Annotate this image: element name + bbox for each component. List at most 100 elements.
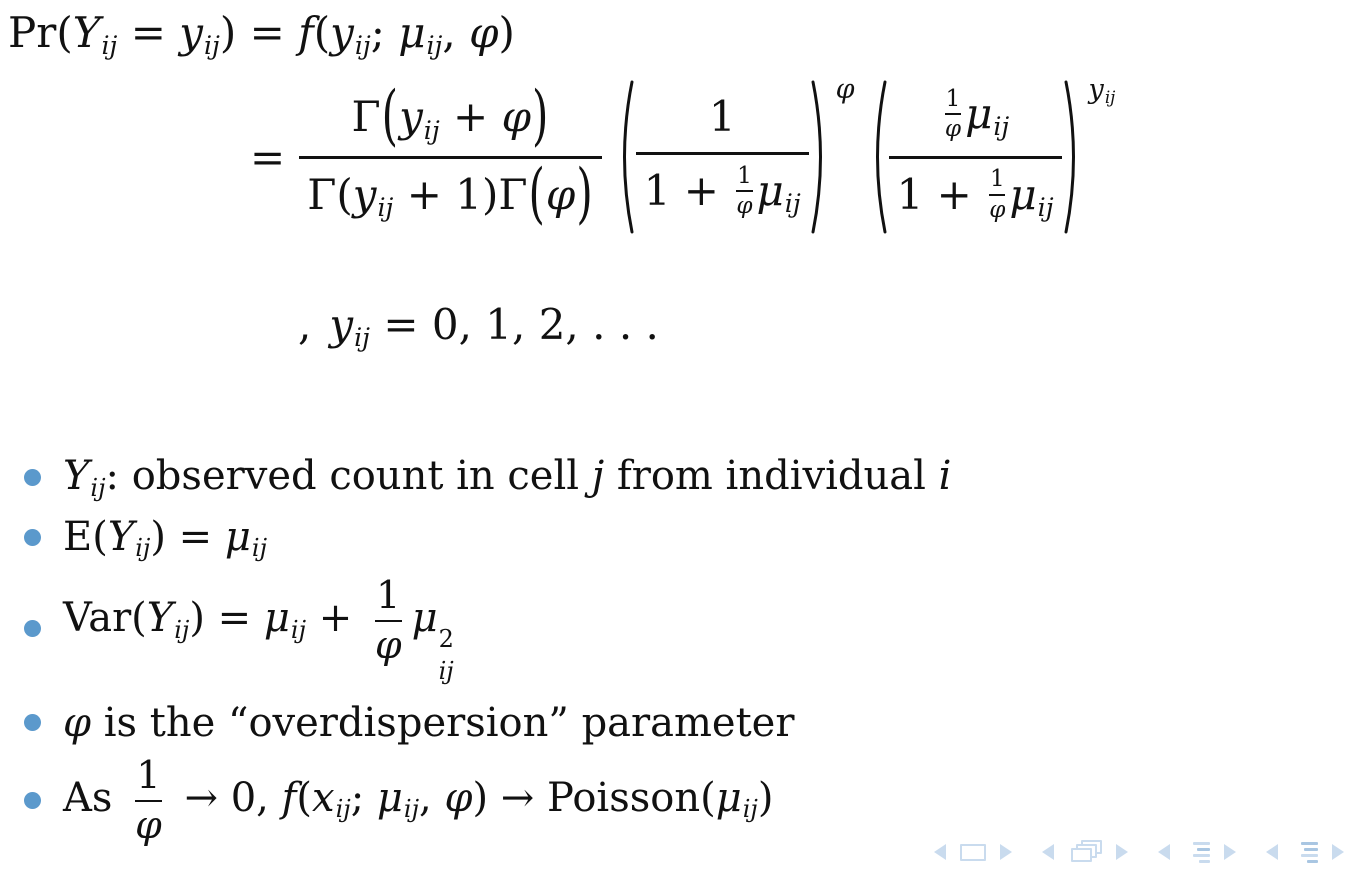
math-token: ) — [498, 8, 515, 57]
next-overlay-icon[interactable] — [1116, 844, 1128, 860]
math-token: f — [298, 8, 314, 57]
subsection-list-icon[interactable] — [1292, 841, 1318, 863]
math-token: Γ( — [307, 169, 353, 219]
math-token: ) = — [189, 594, 264, 641]
math-token: 1 — [376, 573, 401, 618]
frame-icon[interactable] — [960, 843, 986, 861]
section-list-icon[interactable] — [1184, 841, 1210, 863]
math-subscript: ij — [203, 31, 220, 61]
next-subsection-icon[interactable] — [1332, 844, 1344, 860]
math-token: μ — [715, 774, 742, 821]
math-token: μ — [756, 166, 784, 216]
math-token: 1 — [737, 163, 752, 190]
frames-icon[interactable] — [1068, 840, 1102, 864]
math-token: y — [179, 8, 203, 57]
math-subscript: ij — [377, 192, 394, 222]
stretchy-paren-right — [811, 80, 822, 234]
nav-subsection-group — [1266, 841, 1344, 863]
bullet-item-variance: Var(Yij) = μij + 1 φ μ 2 ij — [24, 573, 951, 683]
math-subscript: ij — [1104, 86, 1116, 107]
fraction-bar — [989, 193, 1006, 196]
math-subscript: ij — [354, 323, 370, 353]
equation-line-2: = Γ(yij + φ) Γ(yij + 1)Γ(φ) 1 1 + 1 φ μij … — [250, 74, 1116, 236]
math-token: Y — [107, 513, 135, 560]
math-token: + 1) — [393, 169, 499, 219]
math-token: y — [329, 300, 354, 349]
bullet-item-overdispersion: φ is the “overdispersion” parameter — [24, 699, 951, 747]
math-token: y — [330, 8, 354, 57]
paren-group-1: 1 1 + 1 φ μij φ — [612, 74, 855, 236]
math-token: + — [439, 92, 502, 142]
math-subscript: ij — [335, 795, 351, 824]
math-subscript: ij — [784, 189, 801, 219]
stretchy-paren-left: ( — [381, 77, 399, 154]
next-frame-icon[interactable] — [1000, 844, 1012, 860]
math-token: φ — [501, 92, 531, 142]
bullet-item-observed-count: Yij: observed count in cell j from indiv… — [24, 452, 951, 503]
math-token: y — [1088, 74, 1104, 105]
fraction-bar — [135, 799, 162, 802]
math-subscript: ij — [1037, 192, 1054, 222]
math-token: ) → Poisson( — [472, 774, 716, 821]
math-token: x — [312, 774, 335, 821]
fraction-bar — [374, 619, 402, 622]
next-section-icon[interactable] — [1224, 844, 1236, 860]
fraction-bar — [888, 155, 1062, 159]
math-token: φ — [135, 802, 162, 847]
math-token: ) — [757, 774, 774, 821]
math-token: j — [591, 453, 605, 499]
math-subscript: ij — [90, 473, 106, 502]
text-run: As — [63, 774, 126, 821]
math-token: φ — [444, 774, 473, 821]
prev-overlay-icon[interactable] — [1042, 844, 1054, 860]
math-token: Y — [72, 8, 101, 57]
gamma-fraction: Γ(yij + φ) Γ(yij + 1)Γ(φ) — [299, 78, 602, 231]
prev-subsection-icon[interactable] — [1266, 844, 1278, 860]
math-token: f — [281, 774, 297, 821]
math-subscript: ij — [403, 795, 420, 824]
math-token: μ — [1009, 169, 1037, 219]
math-token: 1 — [136, 752, 161, 797]
math-token: Y — [63, 453, 90, 499]
math-subscript: ij — [101, 31, 118, 61]
fraction: 1 φ μij 1 + 1 φ μij — [888, 87, 1062, 226]
prev-frame-icon[interactable] — [934, 844, 946, 860]
nav-frame-group — [934, 843, 1012, 861]
math-token: 1 + — [643, 166, 733, 216]
fraction-bar — [635, 152, 809, 156]
prev-section-icon[interactable] — [1158, 844, 1170, 860]
math-subscript: ij — [354, 31, 371, 61]
bullet-dot-icon — [24, 529, 41, 547]
math-subscript: ij — [423, 115, 440, 145]
math-token: + — [306, 594, 365, 641]
math-token: 1 — [708, 92, 736, 142]
nav-section-group — [1158, 841, 1236, 863]
nav-overlay-group — [1042, 840, 1128, 864]
beamer-navigation-bar — [934, 840, 1344, 864]
fraction: 1 1 + 1 φ μij — [635, 90, 809, 223]
stretchy-paren-left — [875, 80, 887, 234]
math-token: , — [419, 774, 445, 821]
stretchy-paren-right: ) — [532, 77, 549, 154]
math-subscript: ij — [993, 112, 1010, 142]
paren-group-2: 1 φ μij 1 + 1 φ μij yij — [865, 74, 1116, 236]
math-token: 1 — [989, 166, 1005, 193]
math-subscript: ij — [426, 31, 443, 61]
math-subscript: ij — [742, 795, 758, 824]
equals-sign: = — [250, 132, 286, 182]
math-token: ) = — [219, 8, 299, 57]
exponent: φ — [835, 74, 855, 105]
math-token: ; — [350, 774, 377, 821]
math-token: E( — [63, 513, 108, 560]
text-run: from individual — [604, 453, 939, 499]
fraction-bar — [944, 113, 962, 116]
math-subscript: ij — [135, 534, 151, 563]
bullet-item-expectation: E(Yij) = μij — [24, 513, 951, 564]
stretchy-paren-left — [622, 80, 634, 234]
math-token: φ — [944, 116, 962, 143]
math-token: y — [399, 92, 423, 142]
math-token: μ — [263, 594, 290, 641]
